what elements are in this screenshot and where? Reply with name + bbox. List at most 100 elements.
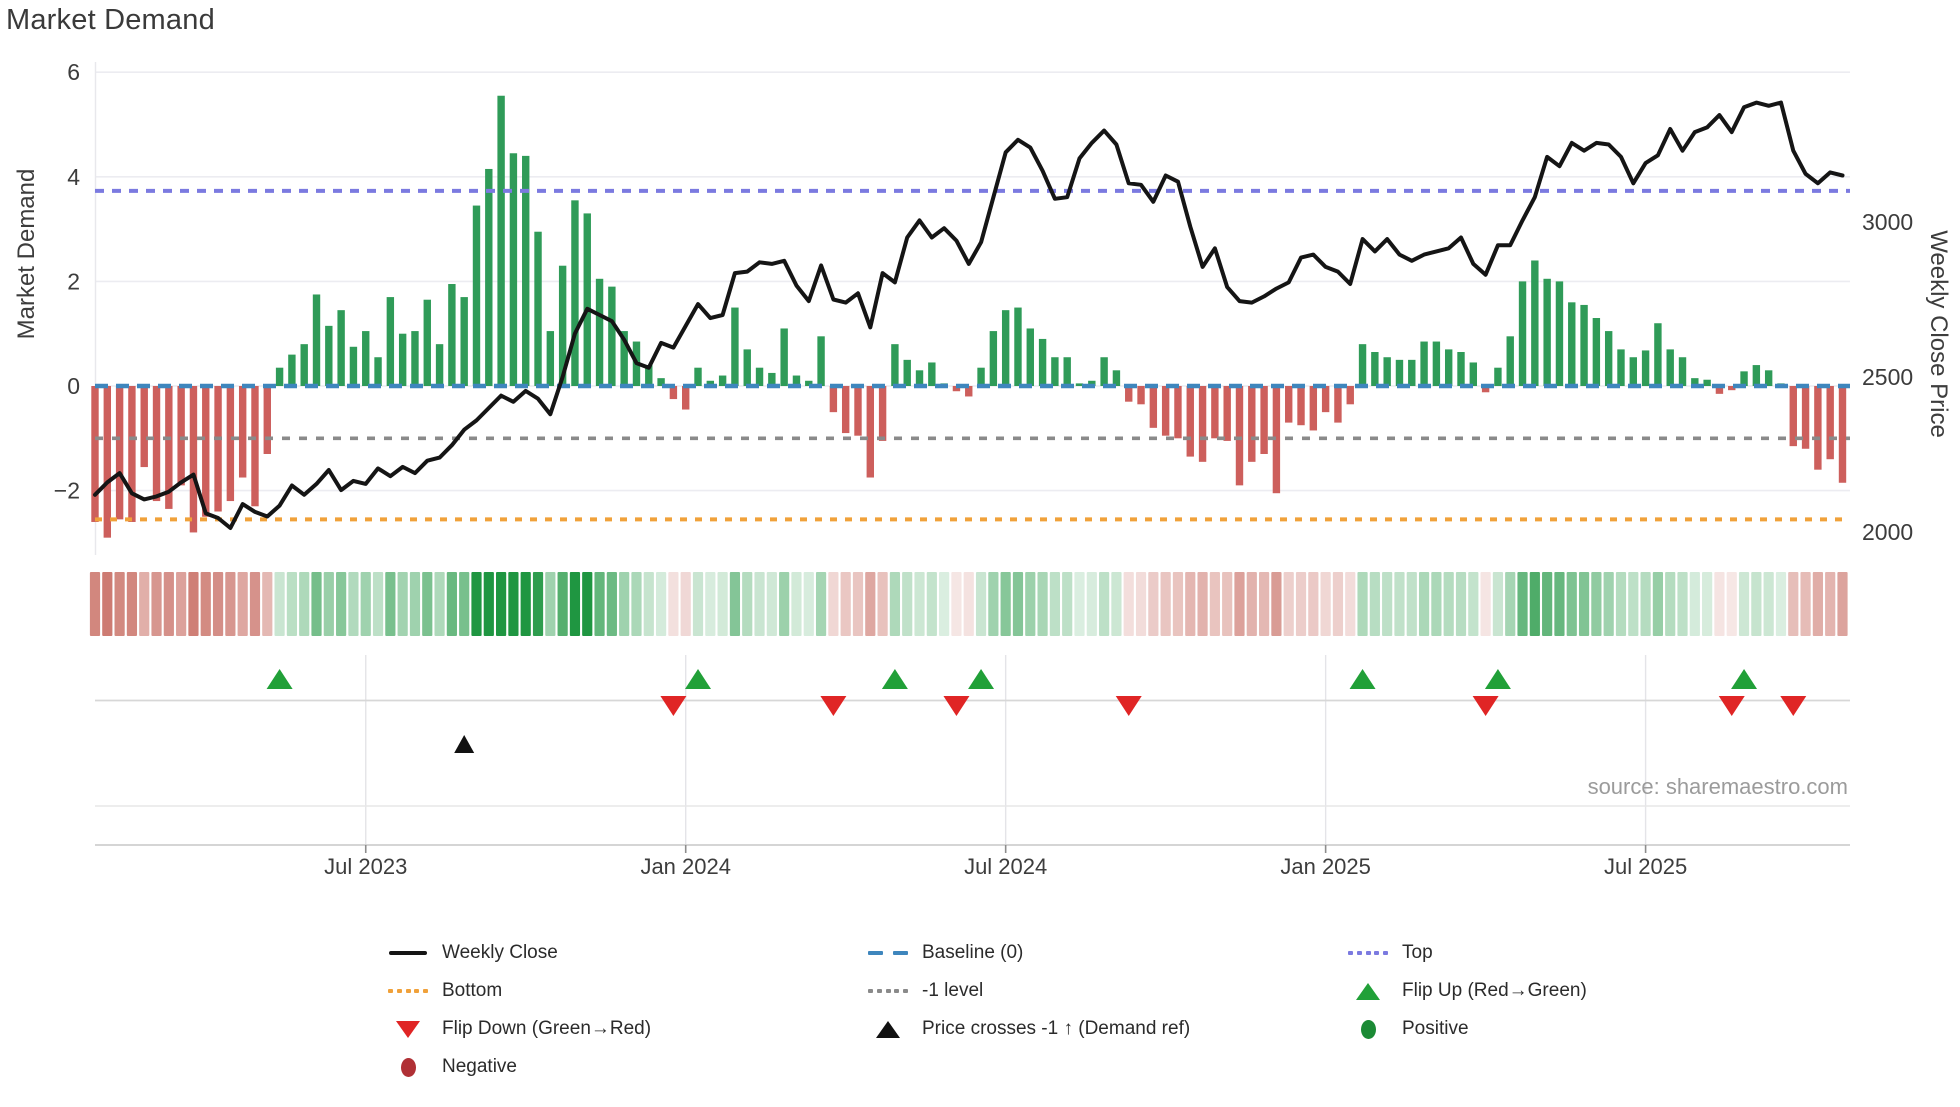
heatmap-cell [1185, 572, 1196, 636]
heatmap-cell [1468, 572, 1479, 636]
flip-down-marker [943, 696, 970, 716]
demand-bar [140, 386, 148, 468]
heatmap-cell [1652, 572, 1664, 636]
heatmap-cell [1542, 572, 1553, 636]
demand-bar [1186, 386, 1194, 457]
demand-bar [928, 362, 936, 386]
heatmap-cell [1517, 572, 1528, 636]
heatmap-cell [286, 572, 298, 636]
demand-bar [1654, 323, 1662, 386]
heatmap-cell [902, 572, 913, 636]
demand-bar [189, 386, 198, 533]
legend-label: Price crosses -1 ↑ (Demand ref) [922, 1018, 1191, 1039]
heatmap-cell [1554, 572, 1565, 636]
heatmap-cell [889, 572, 901, 636]
left-tick-label: −2 [54, 478, 80, 504]
demand-bar [903, 359, 911, 386]
heatmap-cell [1308, 572, 1319, 636]
heatmap-cell [360, 572, 371, 636]
right-tick-label: 2500 [1862, 364, 1913, 390]
heatmap-cell [631, 572, 642, 636]
left-tick-label: 6 [67, 59, 80, 85]
demand-bar [645, 365, 653, 386]
heatmap-cell [1603, 572, 1614, 636]
heatmap-cell [865, 572, 876, 636]
heatmap-cell [274, 572, 285, 636]
x-tick-label: Jan 2025 [1280, 854, 1371, 879]
heatmap-cell [1775, 572, 1787, 636]
heatmap-cell [545, 572, 556, 636]
heatmap-cell [1382, 572, 1393, 636]
heatmap-cell [569, 572, 581, 636]
demand-bar [435, 344, 444, 386]
legend-label: -1 level [922, 980, 984, 1001]
demand-bar [558, 265, 567, 386]
heatmap-cell [1418, 572, 1430, 636]
demand-bar [349, 346, 358, 386]
demand-bar [386, 297, 395, 386]
demand-bar [1617, 349, 1625, 386]
heatmap-cell [557, 572, 568, 636]
dash-swatch-icon [868, 951, 908, 955]
demand-bar [238, 386, 247, 478]
demand-bar [1285, 386, 1293, 423]
demand-bar [411, 331, 419, 386]
heatmap-cell [975, 572, 987, 636]
heatmap-cell [496, 572, 507, 636]
demand-bar [1494, 367, 1502, 386]
demand-bar [1555, 281, 1564, 386]
heatmap-cell [126, 572, 138, 636]
heatmap-cell [1837, 572, 1848, 636]
heatmap-cell [422, 572, 433, 636]
heatmap-cell [1160, 572, 1171, 636]
demand-bar [152, 386, 161, 502]
heatmap-cell [1259, 572, 1270, 636]
demand-bar [989, 331, 998, 386]
right-axis-label: Weekly Close Price [1925, 230, 1952, 438]
flip-up-marker [968, 669, 995, 689]
demand-bar [620, 331, 628, 386]
heatmap-cell [1369, 572, 1380, 636]
heatmap-cell [200, 572, 211, 636]
heatmap-cell [1726, 572, 1737, 636]
demand-bar [251, 386, 259, 507]
heatmap-cell [1074, 572, 1085, 636]
demand-bar [362, 331, 370, 386]
demand-bar [1531, 260, 1539, 386]
demand-bar [398, 333, 407, 386]
heatmap-cell [1640, 572, 1651, 636]
demand-bar [1334, 386, 1342, 423]
heatmap-cell [1222, 572, 1233, 636]
left-tick-label: 0 [67, 373, 80, 399]
demand-bar [780, 328, 788, 386]
heatmap-cell [594, 572, 605, 636]
demand-bar [472, 205, 481, 386]
legend-item-bottom: Bottom [388, 972, 868, 1010]
flip-up-marker [1349, 669, 1376, 689]
heatmap-cell [1702, 572, 1713, 636]
heatmap-cell [102, 572, 113, 636]
legend-item-top: Top [1348, 934, 1828, 972]
heatmap-cell [1025, 572, 1036, 636]
demand-bar [1235, 386, 1244, 486]
demand-bar [1838, 386, 1847, 483]
heatmap-cell [840, 572, 851, 636]
heatmap-cell [926, 572, 937, 636]
demand-bar [1457, 352, 1465, 386]
demand-bar [1297, 386, 1305, 426]
heatmap-cell [1406, 572, 1417, 636]
demand-bar [1764, 370, 1773, 386]
heatmap-cell [1566, 572, 1577, 636]
demand-bar [1112, 370, 1121, 386]
flip-down-marker [1472, 696, 1499, 716]
demand-bar [1371, 352, 1379, 386]
heatmap-cell [1455, 572, 1467, 636]
heatmap-cell [1492, 572, 1504, 636]
demand-bar [128, 386, 136, 522]
demand-bar [1137, 386, 1145, 405]
demand-bar [263, 386, 271, 454]
legend-label: Positive [1402, 1018, 1469, 1039]
legend-item-negative: Negative [388, 1048, 868, 1086]
heatmap-cell [1099, 572, 1110, 636]
